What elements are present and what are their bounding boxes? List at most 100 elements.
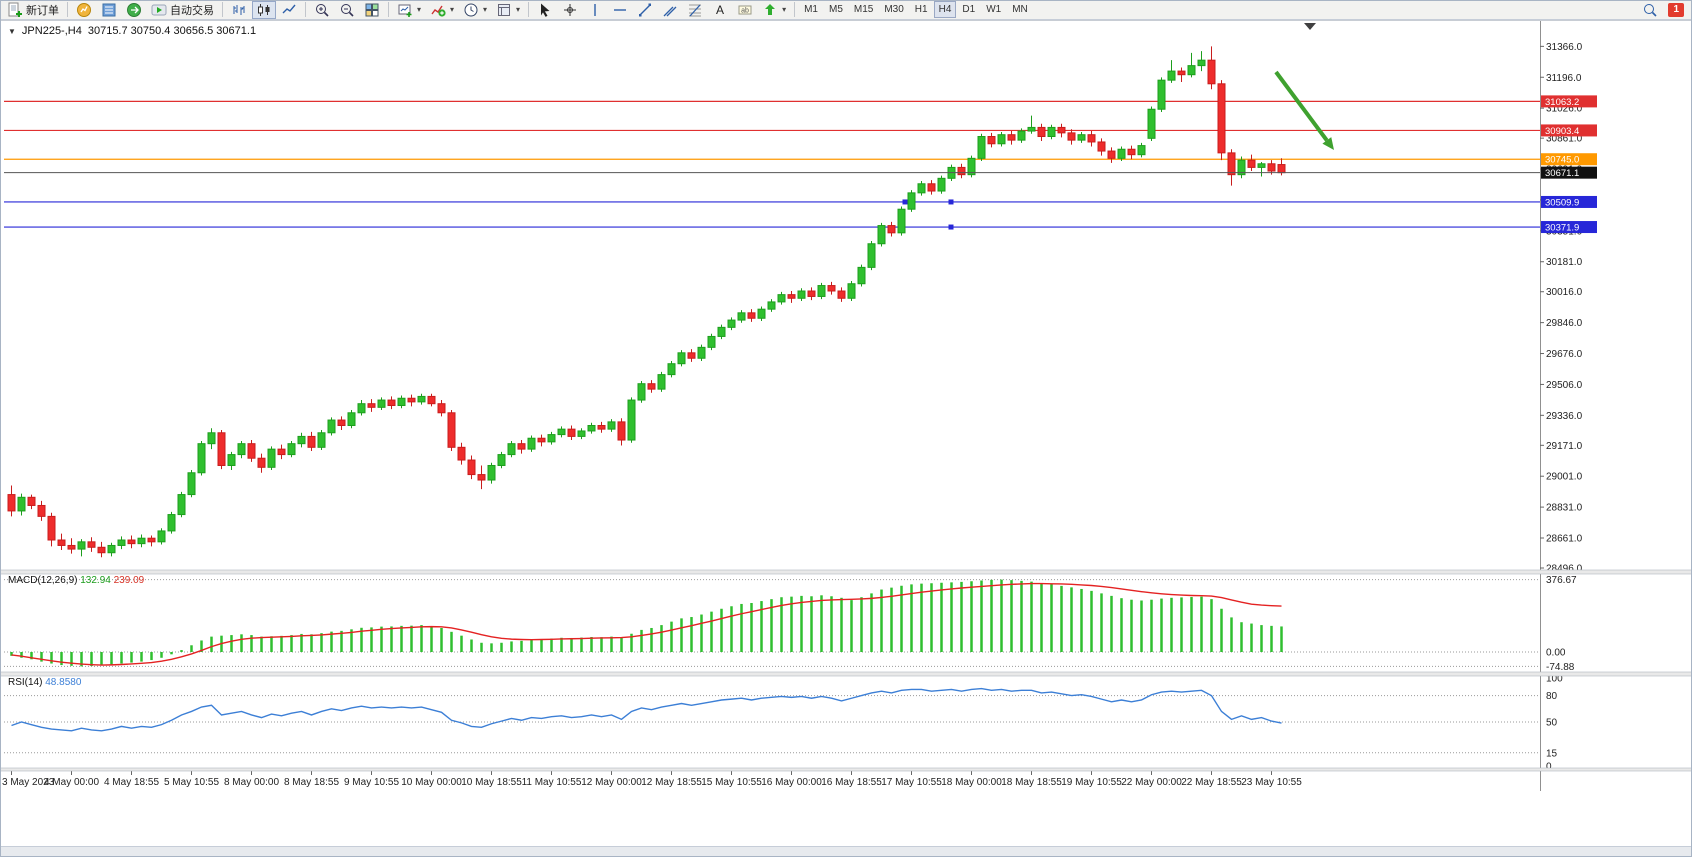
rsi-axis-label: 15: [1546, 748, 1558, 759]
channel-button[interactable]: [658, 1, 682, 19]
cursor-button[interactable]: [533, 1, 557, 19]
search-button[interactable]: [1638, 1, 1662, 19]
chart-macd-separator[interactable]: [0, 570, 1692, 574]
timeframe-group: M1 M5 M15 M30 H1 H4 D1 W1 MN: [799, 1, 1033, 18]
templates-button[interactable]: ▾: [492, 1, 524, 19]
new-chart-button[interactable]: ▾: [393, 1, 425, 19]
navigator-button[interactable]: [122, 1, 146, 19]
crosshair-button[interactable]: [558, 1, 582, 19]
new-order-button[interactable]: 新订单: [3, 1, 63, 19]
indicators-button[interactable]: ▾: [426, 1, 458, 19]
time-axis-label: 16 May 18:55: [821, 777, 882, 788]
price-tag-label: 30509.9: [1545, 197, 1579, 208]
macd-panel[interactable]: [4, 576, 1540, 670]
candle-body: [1087, 134, 1096, 143]
candle-body: [607, 421, 616, 430]
timeframe-MN[interactable]: MN: [1007, 1, 1033, 18]
notification-badge[interactable]: 1: [1668, 2, 1684, 17]
fibonacci-button[interactable]: [683, 1, 707, 19]
candle-body: [717, 326, 726, 337]
line-chart-icon: [281, 2, 297, 18]
price-scale[interactable]: [1541, 21, 1611, 791]
toolbar-separator: [222, 2, 223, 17]
candle-body: [887, 225, 896, 234]
line-selection-handle[interactable]: [902, 199, 908, 205]
time-axis-label: 16 May 00:00: [761, 777, 822, 788]
trend-arrow-head[interactable]: [1322, 137, 1334, 150]
data-window-button[interactable]: [97, 1, 121, 19]
timeframe-M30[interactable]: M30: [879, 1, 908, 18]
time-axis-label: 8 May 18:55: [284, 777, 339, 788]
trendline-icon: [637, 2, 653, 18]
vertical-line-button[interactable]: [583, 1, 607, 19]
candle-body: [747, 312, 756, 319]
candle-body: [1147, 108, 1156, 139]
price-axis-label: 30016.0: [1546, 287, 1583, 298]
price-tag: [1541, 95, 1597, 108]
candle-body: [357, 403, 366, 414]
chart-line-button[interactable]: [277, 1, 301, 19]
chart-shift-marker[interactable]: [1304, 23, 1316, 30]
text-label-button[interactable]: ab: [733, 1, 757, 19]
zoom-in-button[interactable]: [310, 1, 334, 19]
price-axis-label: 31196.0: [1546, 73, 1582, 84]
periods-button[interactable]: ▾: [459, 1, 491, 19]
macd-rsi-separator[interactable]: [0, 672, 1692, 676]
price-axis-label: 28831.0: [1546, 503, 1583, 514]
macd-axis-label: -74.88: [1546, 662, 1575, 673]
candle-body: [267, 448, 276, 468]
line-selection-handle[interactable]: [948, 199, 954, 205]
candle-body: [477, 474, 486, 481]
candle-body: [827, 285, 836, 292]
dropdown-caret-icon: ▾: [782, 5, 787, 14]
candle-body: [367, 403, 376, 408]
chart-ohlc-values: 30715.7 30750.4 30656.5 30671.1: [87, 25, 257, 37]
candle-body: [217, 432, 226, 466]
candle-body: [1197, 59, 1206, 67]
line-selection-handle[interactable]: [948, 224, 954, 230]
timeframe-M5[interactable]: M5: [824, 1, 848, 18]
zoom-out-icon: [339, 2, 355, 18]
candle-body: [977, 136, 986, 159]
candle-body: [637, 383, 646, 401]
candle-body: [987, 136, 996, 145]
timeframe-H4[interactable]: H4: [933, 1, 957, 18]
market-watch-button[interactable]: [72, 1, 96, 19]
candle-body: [1137, 145, 1146, 156]
candle-body: [337, 419, 346, 427]
timeframe-M15[interactable]: M15: [849, 1, 878, 18]
text-button[interactable]: A: [708, 1, 732, 19]
timeframe-D1[interactable]: D1: [957, 1, 980, 18]
arrows-icon: [762, 2, 778, 18]
trend-arrow-line[interactable]: [1274, 70, 1329, 142]
one-click-trading-toggle[interactable]: ▼: [8, 26, 16, 36]
main-chart-area[interactable]: [4, 22, 1540, 570]
timeframe-H1[interactable]: H1: [910, 1, 933, 18]
candle-body: [497, 454, 506, 466]
horizontal-scrollbar-track[interactable]: [0, 846, 1692, 857]
candle-body: [837, 290, 846, 299]
arrows-button[interactable]: ▾: [758, 1, 790, 19]
tile-windows-button[interactable]: [360, 1, 384, 19]
time-axis-label: 10 May 00:00: [401, 777, 462, 788]
trendline-button[interactable]: [633, 1, 657, 19]
chart-candles-button[interactable]: [252, 0, 276, 19]
candle-body: [547, 434, 556, 443]
candle-body: [787, 294, 796, 299]
time-scale[interactable]: [4, 771, 1540, 791]
dropdown-caret-icon: ▾: [450, 5, 455, 14]
zoom-out-button[interactable]: [335, 1, 359, 19]
rsi-panel[interactable]: [4, 678, 1540, 766]
autotrade-button[interactable]: 自动交易: [147, 1, 218, 19]
candle-body: [847, 283, 856, 299]
tile-windows-icon: [364, 2, 380, 18]
horizontal-line-button[interactable]: [608, 1, 632, 19]
vertical-line-icon: [587, 2, 603, 18]
price-axis-label: 30181.0: [1546, 257, 1583, 268]
chart-bars-button[interactable]: [227, 1, 251, 19]
timeframe-W1[interactable]: W1: [981, 1, 1006, 18]
candle-body: [1227, 152, 1236, 176]
timeframe-M1[interactable]: M1: [799, 1, 823, 18]
time-axis-label: 23 May 10:55: [1241, 777, 1302, 788]
panel-separator: [0, 767, 1692, 772]
